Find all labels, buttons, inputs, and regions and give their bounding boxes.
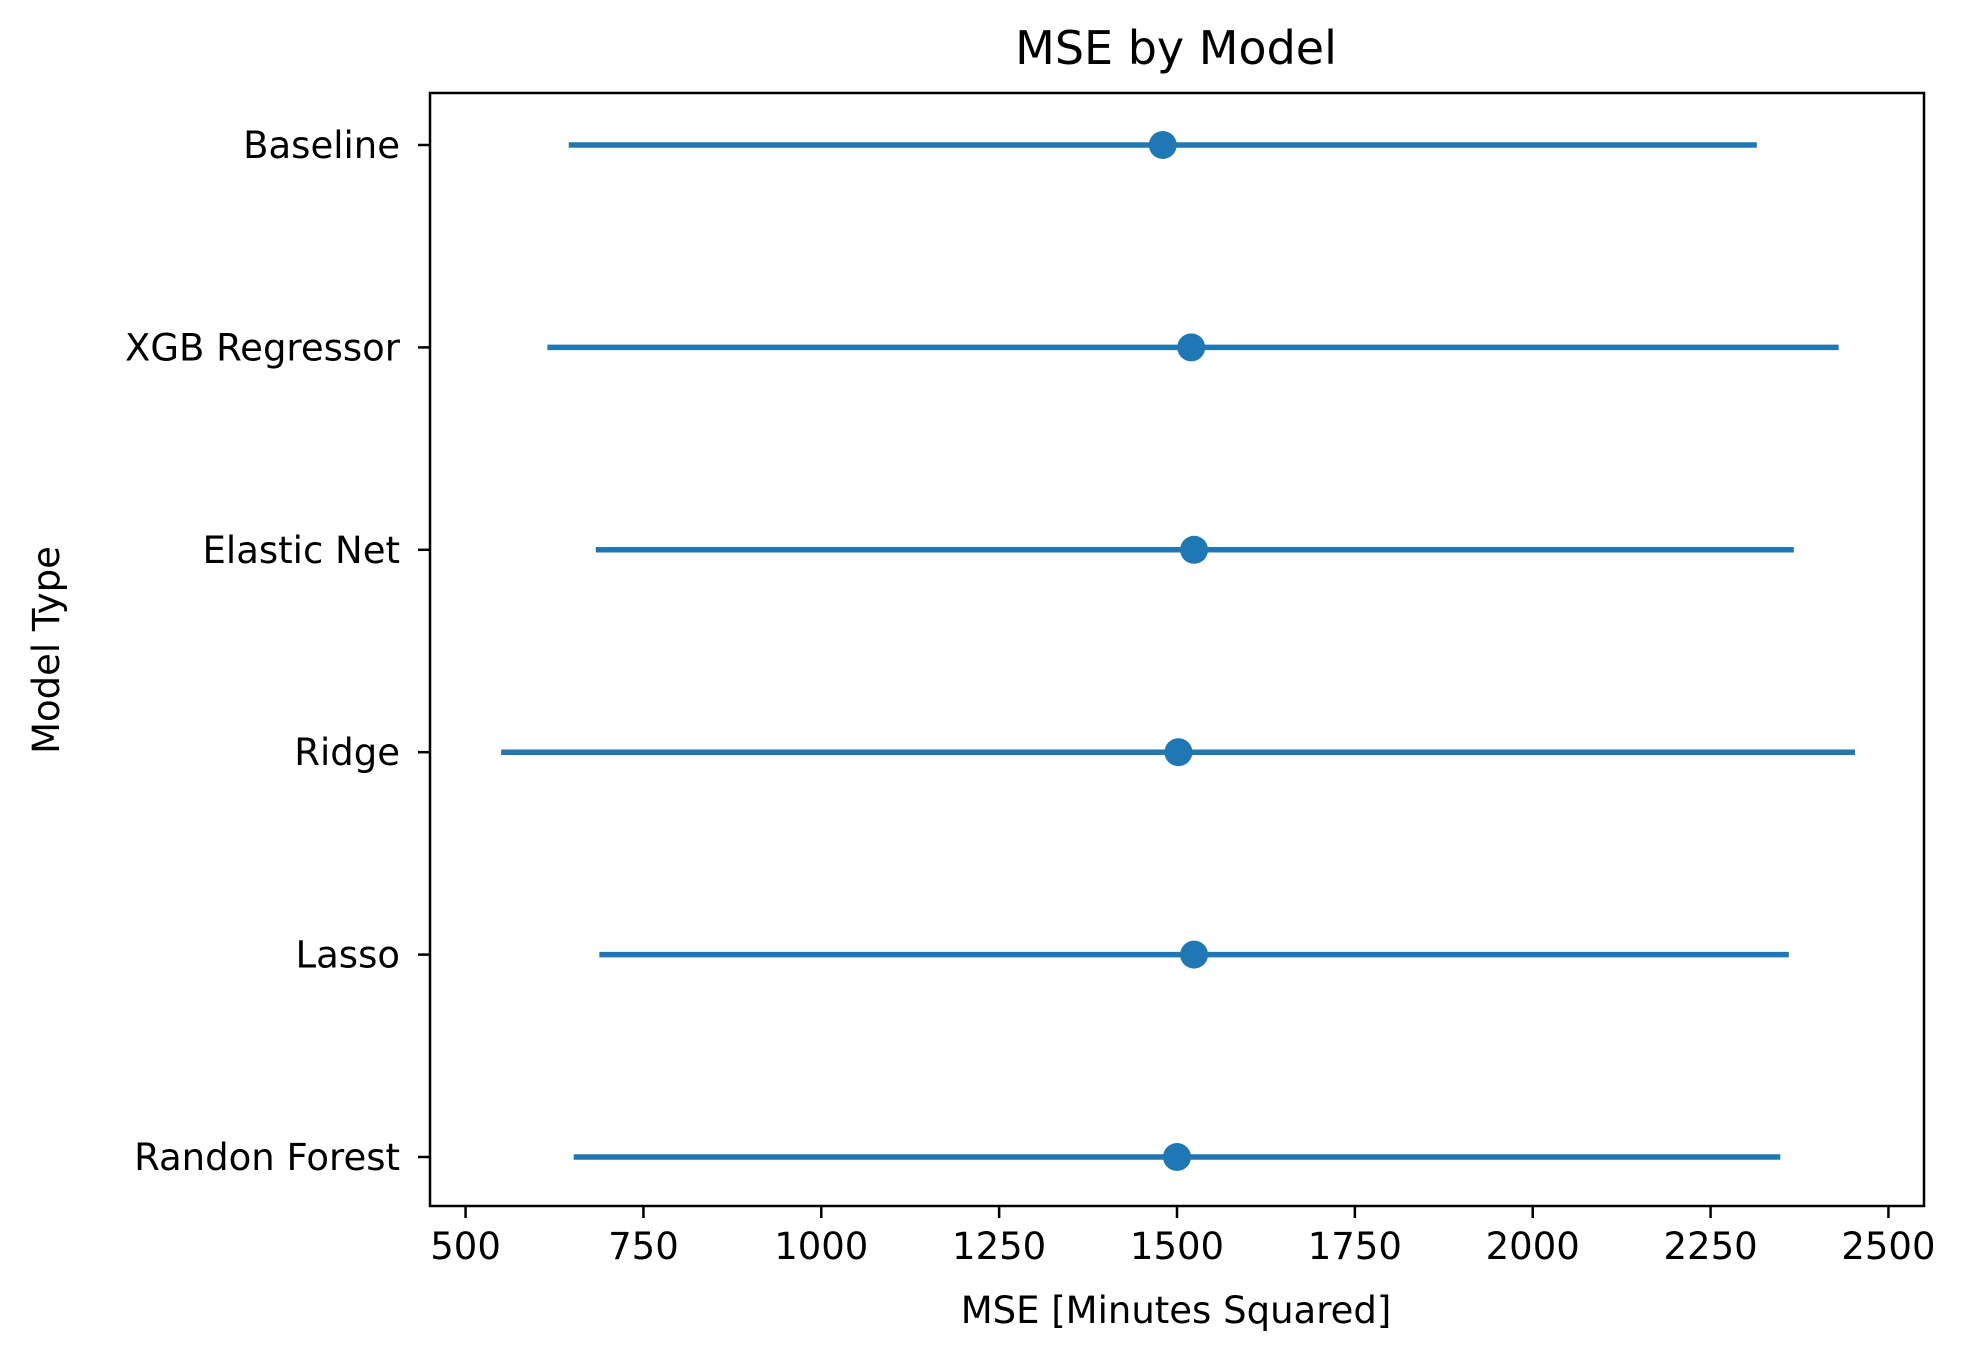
- mean-point: [1148, 131, 1177, 159]
- y-tick-label: XGB Regressor: [125, 326, 401, 369]
- x-tick-label: 2500: [1841, 1225, 1935, 1268]
- x-tick-label: 1500: [1130, 1225, 1224, 1268]
- mean-point: [1180, 535, 1209, 564]
- mean-point: [1164, 738, 1193, 767]
- x-axis-label: MSE [Minutes Squared]: [961, 1289, 1392, 1332]
- y-tick-label: Randon Forest: [134, 1136, 400, 1179]
- plot-frame: [428, 91, 1926, 1208]
- x-tick-label: 2250: [1663, 1225, 1757, 1268]
- mean-point: [1163, 1143, 1191, 1171]
- x-tick-label: 1000: [774, 1225, 868, 1268]
- mean-point: [1180, 940, 1209, 969]
- y-tick-label: Ridge: [294, 731, 400, 774]
- x-tick-label: 750: [608, 1225, 679, 1268]
- y-tick-label: Elastic Net: [203, 529, 400, 572]
- mean-point: [1177, 333, 1206, 362]
- y-axis-label: Model Type: [25, 546, 68, 754]
- x-tick-label: 500: [430, 1225, 501, 1268]
- y-axis-ticks: Baseline XGB Regressor Elastic Net Ridge Las…: [125, 124, 430, 1179]
- x-tick-label: 1250: [952, 1225, 1046, 1268]
- y-tick-label: Baseline: [243, 124, 400, 167]
- x-axis-ticks: 500 750 1000 1250 1500 1750 2000 2250 2500: [430, 1206, 1936, 1268]
- y-tick-label: Lasso: [296, 934, 400, 977]
- error-bars: [501, 131, 1855, 1171]
- x-tick-label: 2000: [1486, 1225, 1580, 1268]
- x-tick-label: 1750: [1308, 1225, 1402, 1268]
- chart-title: MSE by Model: [1015, 21, 1337, 75]
